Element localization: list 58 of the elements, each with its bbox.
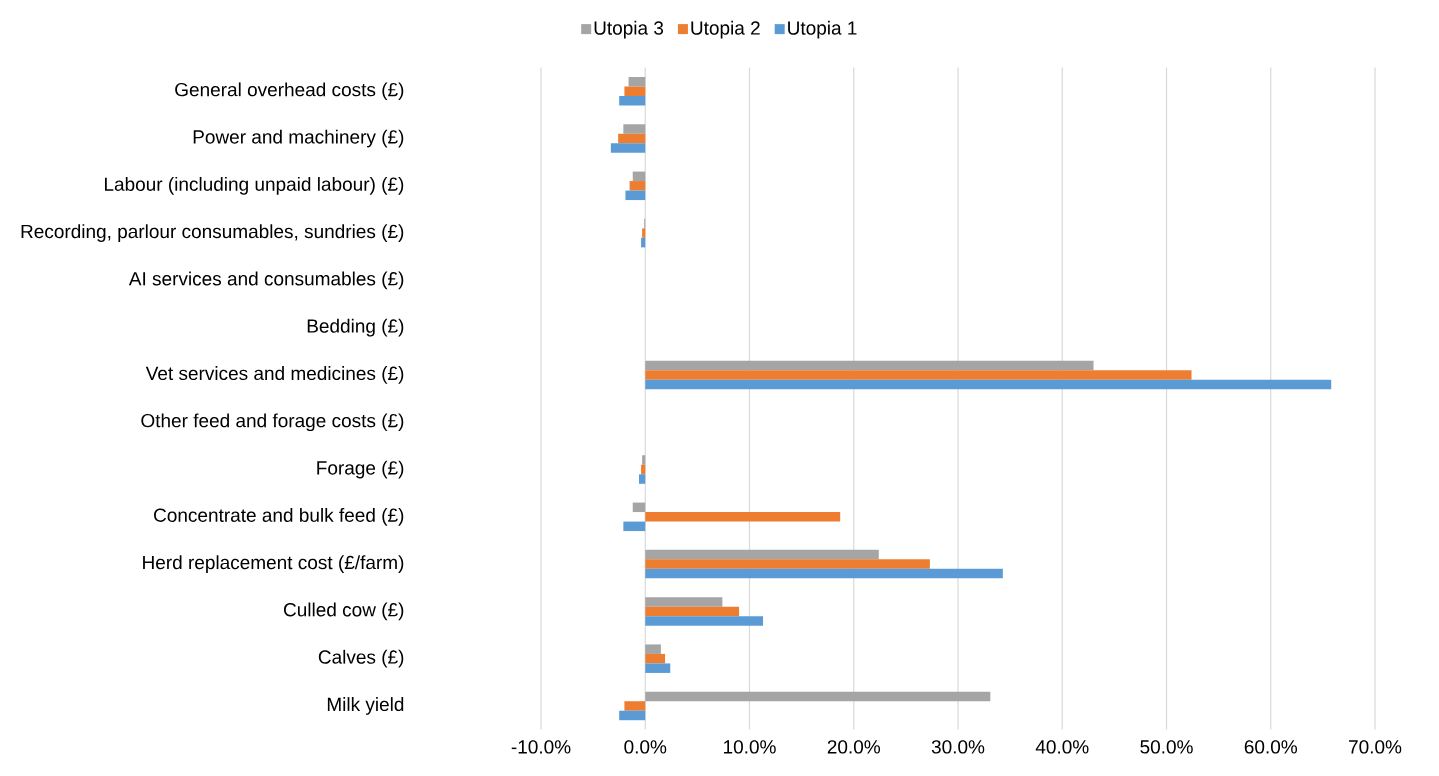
legend-label: Utopia 3 [594,20,664,39]
y-tick-label: Milk yield [327,697,404,715]
x-tick-label: 10.0% [724,740,776,754]
y-tick-label: Forage (£) [317,460,404,479]
bar [632,502,646,513]
bar [645,379,1332,390]
x-tick-label: 0.0% [624,740,667,754]
bar [645,606,740,617]
bar [629,181,646,191]
y-tick-label: Concentrate and bulk feed (£) [154,507,404,526]
bar [645,616,764,626]
bar [645,512,841,522]
bar [645,663,671,673]
bar [645,559,930,569]
y-tick-label: Other feed and forage costs (£) [141,413,404,432]
bar [610,143,646,153]
bar [624,701,646,711]
bar [623,124,646,134]
bar [624,86,646,96]
bar [625,190,646,201]
legend-label: Utopia 1 [788,20,857,39]
y-tick-label: Recording, parlour consumables, sundries (£) [21,224,404,242]
bar [642,228,646,238]
bar [632,171,646,182]
x-tick-label: 40.0% [1035,740,1089,754]
legend-label: Utopia 2 [691,20,760,39]
y-tick-label: General overhead costs (£) [175,82,404,101]
y-tick-label: Vet services and medicines (£) [145,366,404,384]
bar [645,568,1003,579]
y-tick-label: Labour (including unpaid labour) (£) [105,176,404,195]
y-tick-label: Calves (£) [318,649,404,668]
x-tick-label: 60.0% [1244,740,1298,754]
bar [639,474,646,484]
bar [628,76,646,87]
bar [618,133,646,144]
bar [645,597,723,607]
bar [619,96,646,106]
y-tick-label: AI services and consumables (£) [128,271,404,290]
y-tick-label: Culled cow (£) [284,602,404,621]
bar [642,455,646,465]
x-tick-label: 30.0% [931,740,985,754]
bar [641,237,646,248]
x-tick-label: 50.0% [1140,740,1193,754]
bar [645,653,666,664]
bar [645,644,661,654]
bar [623,521,646,532]
y-tick-label: Bedding (£) [307,318,404,337]
bar [645,360,1094,371]
bar [641,464,646,475]
bar [645,691,991,702]
y-tick-label: Power and machinery (£) [193,129,404,148]
x-tick-label: -10.0% [511,740,571,754]
y-tick-label: Herd replacement cost (£/farm) [143,555,404,573]
bar [645,370,1192,380]
x-tick-label: 70.0% [1349,740,1402,754]
bar [645,549,879,560]
x-tick-label: 20.0% [827,740,881,754]
bar [619,710,646,721]
